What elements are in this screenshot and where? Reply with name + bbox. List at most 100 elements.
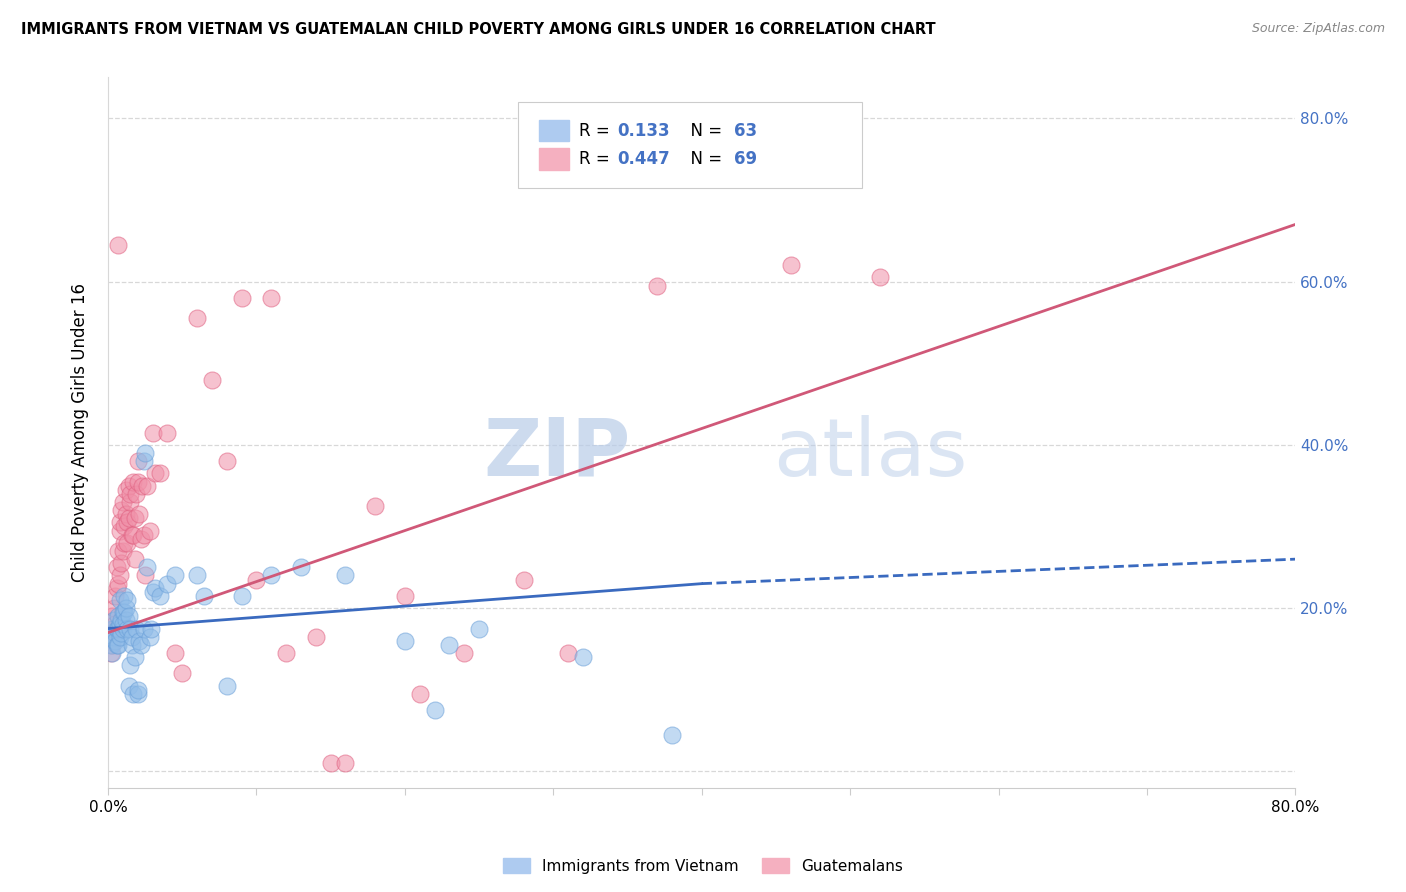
Point xyxy=(105,560,128,574)
Point xyxy=(120,658,142,673)
Point xyxy=(127,454,149,468)
Point xyxy=(231,589,253,603)
Point xyxy=(149,467,172,481)
Point xyxy=(135,560,157,574)
Point xyxy=(101,646,124,660)
Point xyxy=(274,646,297,660)
Point xyxy=(122,475,145,489)
Point xyxy=(335,568,357,582)
Point xyxy=(127,687,149,701)
Point xyxy=(101,622,124,636)
Point xyxy=(661,728,683,742)
Point xyxy=(111,495,134,509)
Point xyxy=(215,679,238,693)
Point xyxy=(121,527,143,541)
Point xyxy=(409,687,432,701)
Point xyxy=(111,605,134,619)
Point xyxy=(557,646,579,660)
Text: atlas: atlas xyxy=(773,415,967,493)
Text: 63: 63 xyxy=(734,121,756,140)
Point xyxy=(394,633,416,648)
Point xyxy=(100,638,122,652)
Point xyxy=(125,622,148,636)
Point xyxy=(245,573,267,587)
Point xyxy=(468,622,491,636)
Point xyxy=(779,258,801,272)
Point xyxy=(512,573,534,587)
Point xyxy=(125,487,148,501)
Point xyxy=(107,622,129,636)
Point xyxy=(108,568,131,582)
Point xyxy=(134,446,156,460)
Point xyxy=(572,650,595,665)
Point xyxy=(103,613,125,627)
Point xyxy=(118,511,141,525)
Point xyxy=(120,495,142,509)
Point xyxy=(439,638,461,652)
Bar xyxy=(538,148,569,169)
Point xyxy=(135,478,157,492)
Point xyxy=(117,516,139,530)
Point xyxy=(172,666,194,681)
Point xyxy=(186,311,208,326)
Text: IMMIGRANTS FROM VIETNAM VS GUATEMALAN CHILD POVERTY AMONG GIRLS UNDER 16 CORRELA: IMMIGRANTS FROM VIETNAM VS GUATEMALAN CH… xyxy=(21,22,936,37)
Point xyxy=(110,503,132,517)
Point xyxy=(118,478,141,492)
Point xyxy=(112,519,135,533)
Text: R =: R = xyxy=(579,150,616,168)
Point xyxy=(107,237,129,252)
Bar xyxy=(538,120,569,141)
Point xyxy=(121,630,143,644)
Point xyxy=(132,622,155,636)
Point xyxy=(117,622,139,636)
Point xyxy=(101,638,124,652)
Point xyxy=(114,613,136,627)
Point xyxy=(305,630,328,644)
Point xyxy=(128,633,150,648)
Point xyxy=(120,622,142,636)
Point xyxy=(319,756,342,771)
Point xyxy=(108,630,131,644)
Point xyxy=(121,638,143,652)
Point xyxy=(124,552,146,566)
Point xyxy=(163,646,186,660)
Point xyxy=(105,622,128,636)
Point xyxy=(149,589,172,603)
Point xyxy=(145,467,167,481)
Point xyxy=(114,601,136,615)
Point xyxy=(101,609,124,624)
Point xyxy=(260,291,283,305)
Legend: Immigrants from Vietnam, Guatemalans: Immigrants from Vietnam, Guatemalans xyxy=(496,852,910,880)
Point xyxy=(122,527,145,541)
Point xyxy=(128,508,150,522)
Point xyxy=(364,499,387,513)
Y-axis label: Child Poverty Among Girls Under 16: Child Poverty Among Girls Under 16 xyxy=(72,283,89,582)
Point xyxy=(201,372,224,386)
Point xyxy=(131,478,153,492)
Point xyxy=(215,454,238,468)
Point xyxy=(110,556,132,570)
Point xyxy=(127,682,149,697)
Point xyxy=(112,589,135,603)
Point xyxy=(645,278,668,293)
Point xyxy=(108,516,131,530)
Point xyxy=(141,425,163,440)
Point xyxy=(141,584,163,599)
Point xyxy=(107,576,129,591)
Point xyxy=(231,291,253,305)
Point xyxy=(114,508,136,522)
Point xyxy=(260,568,283,582)
Point xyxy=(104,625,127,640)
Point xyxy=(124,511,146,525)
Point xyxy=(423,703,446,717)
Point xyxy=(122,687,145,701)
Point xyxy=(104,633,127,648)
Point xyxy=(453,646,475,660)
Text: Source: ZipAtlas.com: Source: ZipAtlas.com xyxy=(1251,22,1385,36)
Point xyxy=(156,576,179,591)
Point xyxy=(108,524,131,538)
Point xyxy=(104,589,127,603)
Text: 0.133: 0.133 xyxy=(617,121,671,140)
Point xyxy=(127,475,149,489)
Point xyxy=(156,425,179,440)
